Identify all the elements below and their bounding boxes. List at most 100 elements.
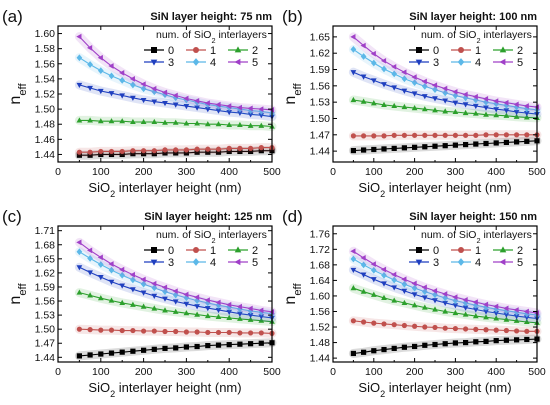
data-point <box>350 318 356 324</box>
data-point <box>483 105 489 111</box>
data-point <box>360 53 367 60</box>
data-point <box>151 305 158 311</box>
x-tick-label: 0 <box>330 166 336 178</box>
x-tick-label: 400 <box>220 366 238 378</box>
data-point <box>503 108 510 114</box>
data-point <box>173 328 179 335</box>
data-point <box>151 118 158 125</box>
data-point <box>97 54 103 61</box>
legend-entry: 1 <box>186 45 216 57</box>
data-point <box>130 118 136 125</box>
legend-entry: 1 <box>451 45 481 57</box>
y-tick-label: 1.50 <box>310 113 331 125</box>
series-5 <box>348 32 542 112</box>
data-point <box>462 311 469 317</box>
data-point <box>412 132 418 138</box>
panel-2: (b) SiN layer height: 100 nm 0 100 200 300 400… <box>282 7 546 199</box>
data-point <box>452 92 459 100</box>
legend-marker <box>416 247 422 253</box>
data-point <box>462 296 468 303</box>
data-point <box>391 85 398 91</box>
legend-label: 0 <box>168 45 174 57</box>
data-point <box>151 328 157 334</box>
data-point <box>108 266 115 274</box>
data-point <box>401 132 407 138</box>
data-point <box>462 91 468 98</box>
data-point <box>493 315 500 321</box>
data-point <box>237 121 243 128</box>
data-point <box>87 254 93 262</box>
data-point <box>76 265 83 271</box>
data-point <box>87 85 93 92</box>
data-point <box>503 99 509 106</box>
data-point <box>431 288 438 294</box>
data-point <box>162 307 168 313</box>
data-point <box>258 106 264 112</box>
data-point <box>411 91 418 97</box>
data-point <box>108 350 115 356</box>
data-point <box>226 329 232 336</box>
data-point <box>411 284 418 292</box>
data-point <box>381 101 387 107</box>
data-point <box>97 67 104 74</box>
y-axis-label: neff <box>282 283 304 305</box>
data-point <box>226 121 233 128</box>
data-point <box>503 305 509 312</box>
data-point <box>370 50 376 57</box>
data-point <box>86 45 93 51</box>
y-tick-label: 1.64 <box>310 275 331 287</box>
data-point <box>98 327 104 333</box>
data-point <box>258 317 265 323</box>
y-tick-label: 1.44 <box>35 149 56 161</box>
series-3 <box>74 80 277 122</box>
data-point <box>462 109 469 116</box>
x-tick-label: 0 <box>330 366 336 378</box>
data-point <box>412 144 418 150</box>
data-point <box>76 289 83 295</box>
data-point <box>442 89 449 97</box>
data-point <box>237 341 243 347</box>
data-point <box>151 284 158 292</box>
data-point <box>162 100 168 107</box>
data-point <box>452 297 459 304</box>
data-point <box>463 141 469 148</box>
chart-title: SiN layer height: 125 nm <box>144 211 272 223</box>
legend-label: 0 <box>433 245 439 257</box>
data-point <box>472 96 479 104</box>
data-point <box>87 270 93 276</box>
y-tick-label: 1.72 <box>310 244 331 256</box>
x-axis-label: SiO2 interlayer height (nm) <box>88 380 241 399</box>
y-tick-label: 1.44 <box>310 353 331 365</box>
data-point <box>76 33 82 40</box>
data-point <box>432 107 438 113</box>
data-point <box>431 82 438 89</box>
data-point <box>350 70 357 76</box>
legend-marker <box>499 246 507 253</box>
data-point <box>360 42 366 49</box>
y-tick-label: 1.71 <box>35 225 56 237</box>
data-point <box>463 132 469 138</box>
data-point <box>194 304 200 310</box>
y-tick-label: 1.56 <box>35 296 56 308</box>
data-point <box>452 309 459 316</box>
data-point <box>237 315 243 321</box>
data-point <box>391 297 398 303</box>
legend-label: 5 <box>252 57 258 69</box>
data-point <box>421 304 428 310</box>
data-point <box>401 69 407 76</box>
data-point <box>452 100 459 106</box>
data-point <box>370 291 377 297</box>
data-point <box>391 276 398 284</box>
data-point <box>412 323 418 329</box>
data-point <box>226 314 233 320</box>
x-tick-label: 500 <box>528 166 546 178</box>
data-point <box>493 112 500 118</box>
y-tick-label: 1.52 <box>310 322 331 334</box>
data-point <box>493 140 499 146</box>
data-point <box>401 322 407 329</box>
legend-entry: 3 <box>409 57 439 69</box>
